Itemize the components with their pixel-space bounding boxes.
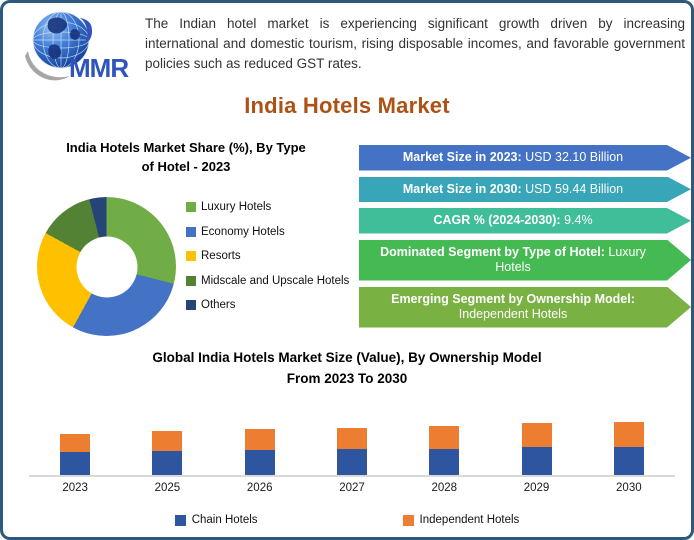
donut-chart	[37, 197, 176, 336]
legend-label: Independent Hotels	[419, 514, 520, 526]
stat-banner-value: Independent Hotels	[458, 307, 568, 321]
stat-banner-value: USD 59.44 Billion	[525, 181, 624, 196]
stat-banner-label: Dominated Segment by Type of Hotel:	[380, 244, 605, 259]
bar-title-line1: Global India Hotels Market Size (Value),…	[152, 350, 542, 365]
bar-segment-independent-hotels	[521, 423, 552, 448]
legend-label: Resorts	[201, 250, 241, 262]
stat-banner-label: Emerging Segment by Ownership Model:	[391, 291, 635, 306]
stat-banner-value: 9.4%	[564, 213, 593, 227]
x-axis-label: 2026	[246, 482, 273, 494]
x-axis-label: 2023	[62, 482, 88, 494]
bar-segment-chain-hotels	[429, 448, 460, 475]
legend-swatch	[186, 275, 196, 286]
stat-banner-value: USD 32.10 Billion	[525, 150, 624, 164]
legend-swatch	[402, 514, 414, 526]
stacked-bar	[521, 423, 552, 475]
bar-slot	[490, 411, 582, 475]
legend-swatch	[186, 251, 196, 261]
stat-banner-label: Market Size in 2030:	[402, 181, 522, 196]
legend-item: Independent Hotels	[402, 514, 520, 526]
main-title: India Hotels Market	[244, 93, 450, 118]
bar-chart-legend: Chain Hotels Independent Hotels	[3, 514, 691, 526]
legend-item: Midscale and Upscale Hotels	[186, 275, 349, 287]
legend-swatch	[174, 514, 186, 526]
donut-chart-legend: Luxury Hotels Economy Hotels Resorts Midsca…	[186, 201, 349, 311]
stat-banner: Market Size in 2023: USD 32.10 Billion	[359, 145, 691, 171]
stat-banner-value: Luxury Hotels	[495, 244, 646, 274]
bar-chart-x-axis: 2023 2025 2026 2027 2028 2029 2030	[29, 482, 675, 494]
stacked-bar	[244, 429, 275, 475]
bar-slot	[306, 411, 398, 475]
bar-segment-chain-hotels	[60, 452, 91, 475]
donut-title-line1: India Hotels Market Share (%), By Type	[66, 140, 306, 155]
globe-logo-graphic: MMR	[25, 11, 130, 83]
mmr-logo-text: MMR	[69, 53, 129, 83]
bar-segment-independent-hotels	[152, 430, 183, 452]
bar-segment-independent-hotels	[60, 433, 91, 453]
stat-banner: CAGR % (2024-2030): 9.4%	[359, 208, 691, 234]
stacked-bar	[152, 430, 183, 475]
bar-segment-independent-hotels	[429, 425, 460, 449]
stat-banner-label: Market Size in 2023:	[402, 150, 522, 164]
bar-chart-title: Global India Hotels Market Size (Value),…	[3, 348, 691, 390]
bar-slot	[214, 411, 306, 475]
donut-title-line2: of Hotel - 2023	[141, 158, 231, 174]
market-description: The Indian hotel market is experiencing …	[145, 16, 685, 71]
legend-label: Midscale and Upscale Hotels	[201, 274, 350, 287]
legend-item: Economy Hotels	[186, 226, 349, 238]
stacked-bar	[429, 425, 460, 475]
mmr-logo: MMR	[21, 7, 139, 95]
bar-segment-chain-hotels	[152, 451, 183, 475]
stat-banner-label: CAGR % (2024-2030):	[433, 213, 561, 227]
legend-label: Luxury Hotels	[201, 201, 272, 213]
bar-segment-chain-hotels	[336, 449, 367, 475]
stat-banner: Market Size in 2030: USD 59.44 Billion	[359, 177, 691, 203]
legend-label: Economy Hotels	[201, 225, 285, 238]
x-axis-label: 2025	[154, 482, 181, 494]
legend-item: Resorts	[186, 250, 349, 262]
bar-segment-chain-hotels	[613, 447, 644, 475]
bar-slot	[121, 411, 213, 475]
bar-slot	[398, 411, 490, 475]
bar-segment-chain-hotels	[244, 449, 275, 475]
legend-label: Others	[201, 299, 236, 311]
stacked-bar	[336, 428, 367, 475]
x-axis-label: 2029	[523, 482, 550, 494]
legend-swatch	[186, 226, 196, 237]
donut-chart-title: India Hotels Market Share (%), By Type o…	[21, 139, 351, 177]
legend-item: Chain Hotels	[174, 514, 258, 526]
bar-segment-independent-hotels	[244, 429, 275, 450]
x-axis-label: 2027	[339, 482, 365, 494]
bar-title-line2: From 2023 To 2030	[286, 370, 408, 386]
legend-swatch	[186, 202, 196, 212]
legend-label: Chain Hotels	[191, 514, 258, 526]
stat-banner: Emerging Segment by Ownership Model: Ind…	[359, 287, 691, 328]
bar-segment-chain-hotels	[521, 447, 552, 475]
stacked-bar	[613, 422, 644, 475]
legend-item: Luxury Hotels	[186, 201, 349, 213]
legend-item: Others	[186, 299, 349, 311]
bar-segment-independent-hotels	[613, 422, 644, 448]
stat-banner: Dominated Segment by Type of Hotel: Luxu…	[359, 240, 691, 281]
stacked-bar	[60, 433, 91, 475]
stat-banners: Market Size in 2023: USD 32.10 Billion Ma…	[359, 145, 691, 328]
bar-slot	[583, 411, 675, 475]
bar-chart-plot	[29, 411, 675, 477]
x-axis-label: 2028	[431, 482, 458, 494]
legend-swatch	[186, 300, 196, 310]
x-axis-label: 2030	[616, 482, 642, 494]
bar-slot	[29, 411, 121, 475]
bar-segment-independent-hotels	[336, 428, 367, 449]
